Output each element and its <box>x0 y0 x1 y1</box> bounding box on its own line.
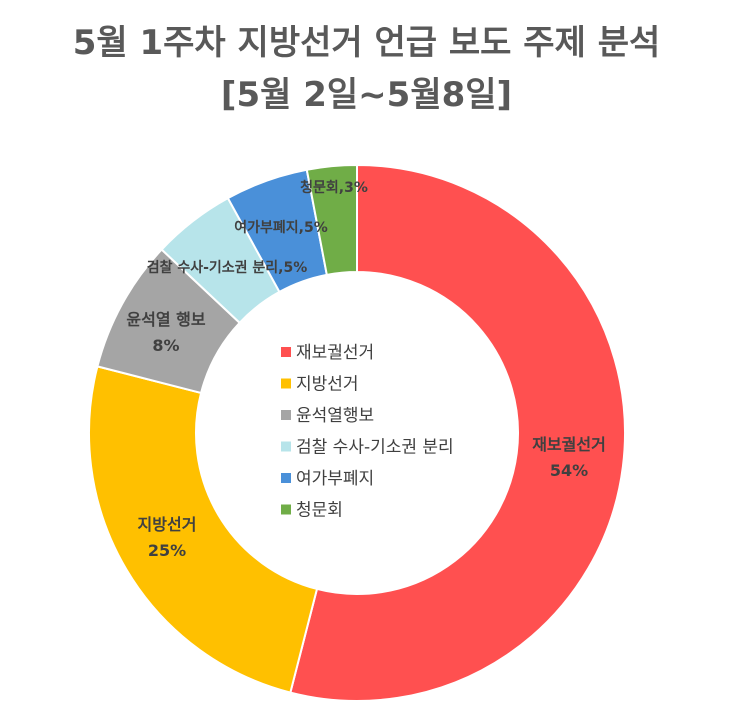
slice-label-검찰-수사-기소권-분리: 검찰 수사-기소권 분리,5% <box>147 259 308 276</box>
legend-entry-청문회: 청문회 <box>296 501 343 521</box>
donut-slices <box>88 163 627 702</box>
chart-title: 5월 1주차 지방선거 언급 보도 주제 분석 <box>72 23 661 63</box>
legend-entry-지방선거: 지방선거 <box>296 375 359 395</box>
legend-swatch-청문회 <box>281 504 291 515</box>
legend-entry-재보궐선거: 재보궐선거 <box>296 343 374 363</box>
legend-swatch-여가부폐지 <box>281 473 291 483</box>
slice-label-여가부폐지: 여가부폐지,5% <box>234 219 328 236</box>
slice-청문회 <box>305 163 358 277</box>
legend-swatch-윤석열행보 <box>281 410 291 420</box>
legend-entry-여가부폐지: 여가부폐지 <box>296 469 374 489</box>
legend-entry-윤석열행보: 윤석열행보 <box>296 406 374 426</box>
legend-entry-검찰-수사-기소권-분리: 검찰 수사-기소권 분리 <box>296 438 454 458</box>
slice-labels: 재보궐선거 54% 지방선거 25% 윤석열 행보 8% 검찰 수사-기소권 분리,5% 여가… <box>126 180 605 560</box>
slice-재보궐선거 <box>289 163 627 702</box>
chart-subtitle: [5월 2일~5월8일] <box>220 75 513 115</box>
legend-swatch-재보궐선거 <box>281 347 291 357</box>
legend-swatch-검찰-수사-기소권-분리 <box>281 441 291 452</box>
slice-label-지방선거: 지방선거 25% <box>138 515 197 560</box>
slice-label-재보궐선거: 재보궐선거 54% <box>532 435 606 480</box>
legend-swatch-지방선거 <box>281 378 291 389</box>
slice-label-청문회: 청문회,3% <box>300 180 368 196</box>
slice-지방선거 <box>88 365 319 694</box>
slice-label-윤석열행보: 윤석열 행보 8% <box>126 310 205 355</box>
